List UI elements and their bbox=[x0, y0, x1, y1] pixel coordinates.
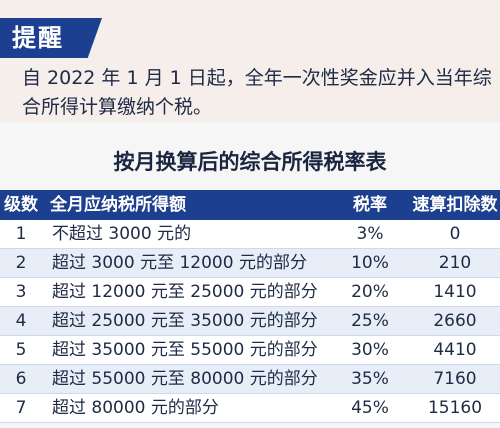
notice-text: 自 2022 年 1 月 1 日起，全年一次性奖金应并入当年综合所得计算缴纳个税… bbox=[22, 67, 492, 118]
cell-level: 6 bbox=[15, 369, 27, 389]
header-rate: 税率 bbox=[353, 195, 387, 215]
cell-rate: 45% bbox=[351, 398, 389, 418]
cell-level: 7 bbox=[15, 398, 27, 418]
tax-rate-table: 级数 全月应纳税所得额 税率 速算扣除数 1 不超过 3000 元的 3% 0 … bbox=[0, 190, 500, 423]
cell-level: 5 bbox=[15, 340, 27, 360]
cell-range: 超过 55000 元至 80000 元的部分 bbox=[52, 369, 318, 389]
notice-tag: 提醒 bbox=[0, 18, 102, 58]
table-body: 1 不超过 3000 元的 3% 0 2 超过 3000 元至 12000 元的… bbox=[0, 220, 500, 423]
header-deduction: 速算扣除数 bbox=[412, 195, 498, 215]
notice-tag-label: 提醒 bbox=[12, 24, 64, 52]
cell-rate: 3% bbox=[356, 224, 384, 244]
cell-deduction: 210 bbox=[438, 253, 472, 273]
cell-level: 2 bbox=[15, 253, 27, 273]
cell-rate: 25% bbox=[351, 311, 389, 331]
table-row: 6 超过 55000 元至 80000 元的部分 35% 7160 bbox=[0, 365, 500, 394]
cell-deduction: 0 bbox=[449, 224, 461, 244]
table-header: 级数 全月应纳税所得额 税率 速算扣除数 bbox=[0, 190, 500, 220]
cell-rate: 30% bbox=[351, 340, 389, 360]
cell-rate: 20% bbox=[351, 282, 389, 302]
cell-range: 超过 80000 元的部分 bbox=[52, 398, 219, 418]
cell-deduction: 2660 bbox=[433, 311, 477, 331]
cell-level: 4 bbox=[15, 311, 27, 331]
cell-range: 超过 35000 元至 55000 元的部分 bbox=[52, 340, 318, 360]
cell-deduction: 15160 bbox=[427, 398, 483, 418]
header-level: 级数 bbox=[4, 195, 38, 215]
cell-level: 1 bbox=[15, 224, 27, 244]
table-row: 7 超过 80000 元的部分 45% 15160 bbox=[0, 394, 500, 423]
notice-panel: 提醒 自 2022 年 1 月 1 日起，全年一次性奖金应并入当年综合所得计算缴… bbox=[0, 0, 500, 122]
cell-deduction: 4410 bbox=[433, 340, 477, 360]
table-row: 5 超过 35000 元至 55000 元的部分 30% 4410 bbox=[0, 336, 500, 365]
cell-deduction: 7160 bbox=[433, 369, 477, 389]
cell-range: 超过 25000 元至 35000 元的部分 bbox=[52, 311, 318, 331]
table-title: 按月换算后的综合所得税率表 bbox=[113, 150, 387, 174]
cell-range: 不超过 3000 元的 bbox=[52, 224, 192, 244]
table-row: 2 超过 3000 元至 12000 元的部分 10% 210 bbox=[0, 249, 500, 278]
table-row: 3 超过 12000 元至 25000 元的部分 20% 1410 bbox=[0, 278, 500, 307]
cell-level: 3 bbox=[15, 282, 27, 302]
cell-rate: 10% bbox=[351, 253, 389, 273]
cell-deduction: 1410 bbox=[433, 282, 477, 302]
header-range: 全月应纳税所得额 bbox=[50, 195, 186, 215]
table-row: 1 不超过 3000 元的 3% 0 bbox=[0, 220, 500, 249]
cell-rate: 35% bbox=[351, 369, 389, 389]
cell-range: 超过 3000 元至 12000 元的部分 bbox=[52, 253, 307, 273]
cell-range: 超过 12000 元至 25000 元的部分 bbox=[52, 282, 318, 302]
table-row: 4 超过 25000 元至 35000 元的部分 25% 2660 bbox=[0, 307, 500, 336]
